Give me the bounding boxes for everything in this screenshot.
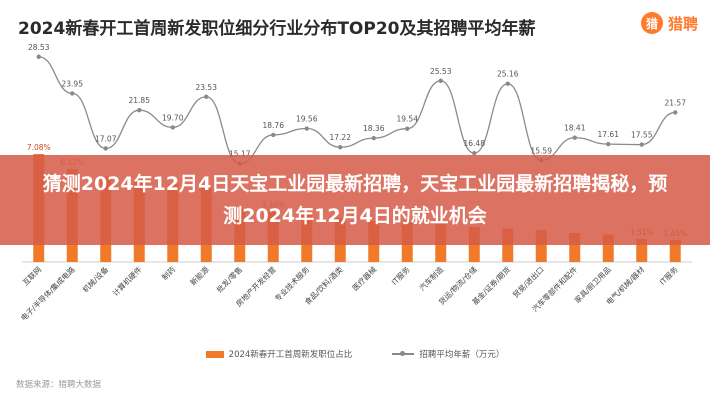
line-point	[606, 141, 611, 147]
line-data-label: 18.36	[363, 124, 385, 133]
line-data-label: 25.53	[430, 67, 452, 76]
line-point	[137, 108, 142, 113]
line-data-label: 25.16	[497, 70, 519, 79]
line-point	[304, 126, 309, 131]
line-point	[639, 142, 644, 147]
liepin-logo-text: 猎聘	[667, 14, 698, 33]
line-data-label: 23.53	[196, 83, 218, 92]
line-point	[271, 132, 276, 138]
x-tick-label: 电子/半导体/集成电路	[18, 264, 77, 323]
legend-line-swatch	[392, 350, 415, 358]
line-point	[70, 91, 75, 96]
line-data-label: 15.59	[531, 146, 553, 155]
line-data-label: 19.56	[296, 115, 318, 124]
bar	[535, 229, 547, 262]
line-data-label: 23.95	[62, 79, 84, 88]
line-point	[505, 81, 510, 86]
legend-item-bars: 2024新春开工首周新发职位占比	[205, 348, 353, 360]
x-tick-label: IT服务	[389, 264, 412, 287]
x-tick-label: 医疗器械	[350, 264, 379, 293]
line-point	[673, 110, 678, 115]
line-data-label: 15.17	[229, 150, 251, 159]
headline-text: 猜测2024年12月4日天宝工业园最新招聘，天宝工业园最新招聘揭秘，预测2024…	[42, 173, 668, 227]
data-source-note: 数据来源：猎聘大数据	[16, 380, 102, 390]
line-data-label: 17.55	[631, 131, 653, 140]
x-tick-label: 贸易/进出口	[510, 264, 545, 299]
liepin-logo-icon: 猎	[640, 12, 663, 34]
bar	[636, 238, 648, 262]
line-point	[405, 126, 410, 131]
line-point	[338, 145, 343, 150]
line-series-path	[38, 56, 676, 165]
line-point	[371, 135, 376, 141]
x-tick-label: 批发/零售	[214, 264, 244, 294]
x-tick-label: 机械/设备	[80, 264, 110, 294]
line-data-label: 21.57	[665, 98, 687, 107]
headline-banner: 猜测2024年12月4日天宝工业园最新招聘，天宝工业园最新招聘揭秘，预测2024…	[0, 155, 710, 245]
x-tick-label: 计算机硬件	[110, 264, 144, 298]
line-data-label: 17.22	[330, 133, 352, 142]
x-tick-label: 互联网	[21, 265, 43, 287]
line-point	[36, 54, 41, 59]
x-tick-label: 制药	[159, 264, 177, 282]
legend-bar-label: 2024新春开工首周新发职位占比	[228, 350, 353, 360]
line-data-label: 17.07	[95, 134, 117, 143]
bar	[502, 228, 514, 262]
chart-legend: 2024新春开工首周新发职位占比 招聘平均年薪（万元）	[0, 348, 710, 360]
line-point	[170, 125, 175, 130]
line-data-label: 17.61	[598, 130, 620, 139]
line-point	[204, 94, 209, 99]
chart-title: 2024新春开工首周新发职位细分行业分布TOP20及其招聘平均年薪	[18, 19, 536, 39]
legend-line-label: 招聘平均年薪（万元）	[419, 350, 505, 360]
line-data-label: 18.76	[263, 121, 285, 130]
x-tick-label: 新能源	[188, 264, 211, 287]
line-data-label: 19.54	[397, 115, 419, 124]
bar	[602, 234, 614, 262]
line-data-label: 18.41	[564, 124, 586, 133]
bar-data-label: 7.08%	[27, 143, 51, 152]
line-data-label: 16.48	[464, 139, 486, 148]
bar	[669, 239, 681, 262]
line-point	[103, 146, 108, 151]
line-point	[572, 135, 577, 140]
line-point	[438, 78, 443, 83]
legend-bar-swatch	[205, 350, 224, 358]
legend-item-line: 招聘平均年薪（万元）	[392, 348, 504, 360]
line-data-label: 21.85	[129, 96, 151, 105]
x-tick-label: IT服务	[657, 264, 680, 287]
line-data-label: 19.70	[162, 113, 184, 122]
line-data-label: 28.53	[28, 43, 50, 52]
bar	[569, 233, 581, 262]
liepin-logo: 猎 猎聘	[640, 12, 698, 34]
x-tick-label: 汽车制造	[417, 264, 446, 293]
line-point	[472, 150, 477, 156]
